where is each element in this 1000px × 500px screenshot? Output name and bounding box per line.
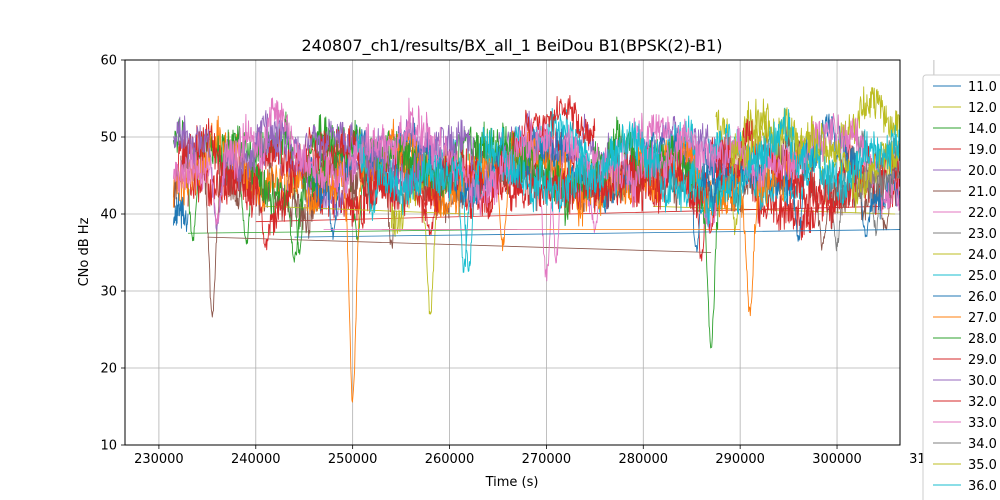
y-tick-label: 30 <box>100 285 117 300</box>
x-tick-label: 280000 <box>618 452 668 467</box>
legend-label: 12.0 <box>968 101 997 116</box>
y-tick-label: 60 <box>100 54 117 69</box>
legend-label: 25.0 <box>968 269 997 284</box>
series-line <box>715 86 900 236</box>
series-line <box>855 146 900 202</box>
ticks: 230000 240000 250000 260000 270000 280000 2900… <box>100 54 958 468</box>
legend-label: 11.0 <box>968 80 997 95</box>
legend-label: 21.0 <box>968 185 997 200</box>
legend-label: 20.0 <box>968 164 997 179</box>
x-axis-label: Time (s) <box>485 475 539 490</box>
series-connector <box>187 229 518 234</box>
x-tick-label: 290000 <box>715 452 765 467</box>
series-connector <box>265 205 469 215</box>
x-tick-label: 250000 <box>328 452 378 467</box>
series-layer <box>172 86 900 403</box>
legend-label: 22.0 <box>968 206 997 221</box>
plot-background <box>125 60 900 445</box>
legend-label: 19.0 <box>968 143 997 158</box>
y-tick-label: 10 <box>100 439 117 454</box>
plot-frame <box>124 59 901 446</box>
series-connector <box>294 229 900 238</box>
legend-label: 36.0 <box>968 479 997 494</box>
legend: 11.0 12.0 14.0 19.0 20.0 21.0 22.0 23.0 24.0 25.0… <box>922 74 1000 500</box>
legend-label: 33.0 <box>968 416 997 431</box>
y-tick-label: 20 <box>100 362 117 377</box>
series-line <box>512 94 596 154</box>
legend-label: 35.0 <box>968 458 997 473</box>
legend-label: 32.0 <box>968 395 997 410</box>
series-connector <box>255 205 886 223</box>
x-tick-label: 270000 <box>522 452 572 467</box>
x-tick-label: 300000 <box>812 452 862 467</box>
legend-label: 26.0 <box>968 290 997 305</box>
series-line <box>357 107 900 272</box>
legend-label: 28.0 <box>968 332 997 347</box>
series-line <box>172 97 900 264</box>
legend-label: 29.0 <box>968 353 997 368</box>
series-line <box>700 163 722 212</box>
y-tick-label: 40 <box>100 208 117 223</box>
y-tick-label: 50 <box>100 131 117 146</box>
chart-title: 240807_ch1/results/BX_all_1 BeiDou B1(BP… <box>301 36 722 56</box>
series-line <box>172 192 189 232</box>
legend-label: 23.0 <box>968 227 997 242</box>
x-tick-label: 260000 <box>425 452 475 467</box>
legend-label: 27.0 <box>968 311 997 326</box>
legend-label: 34.0 <box>968 437 997 452</box>
legend-label: 30.0 <box>968 374 997 389</box>
legend-box <box>922 74 1000 500</box>
y-axis-label: CNo dB Hz <box>77 217 92 286</box>
x-tick-label: 230000 <box>134 452 184 467</box>
legend-label: 24.0 <box>968 248 997 263</box>
x-tick-label: 240000 <box>231 452 281 467</box>
legend-label: 14.0 <box>968 122 997 137</box>
